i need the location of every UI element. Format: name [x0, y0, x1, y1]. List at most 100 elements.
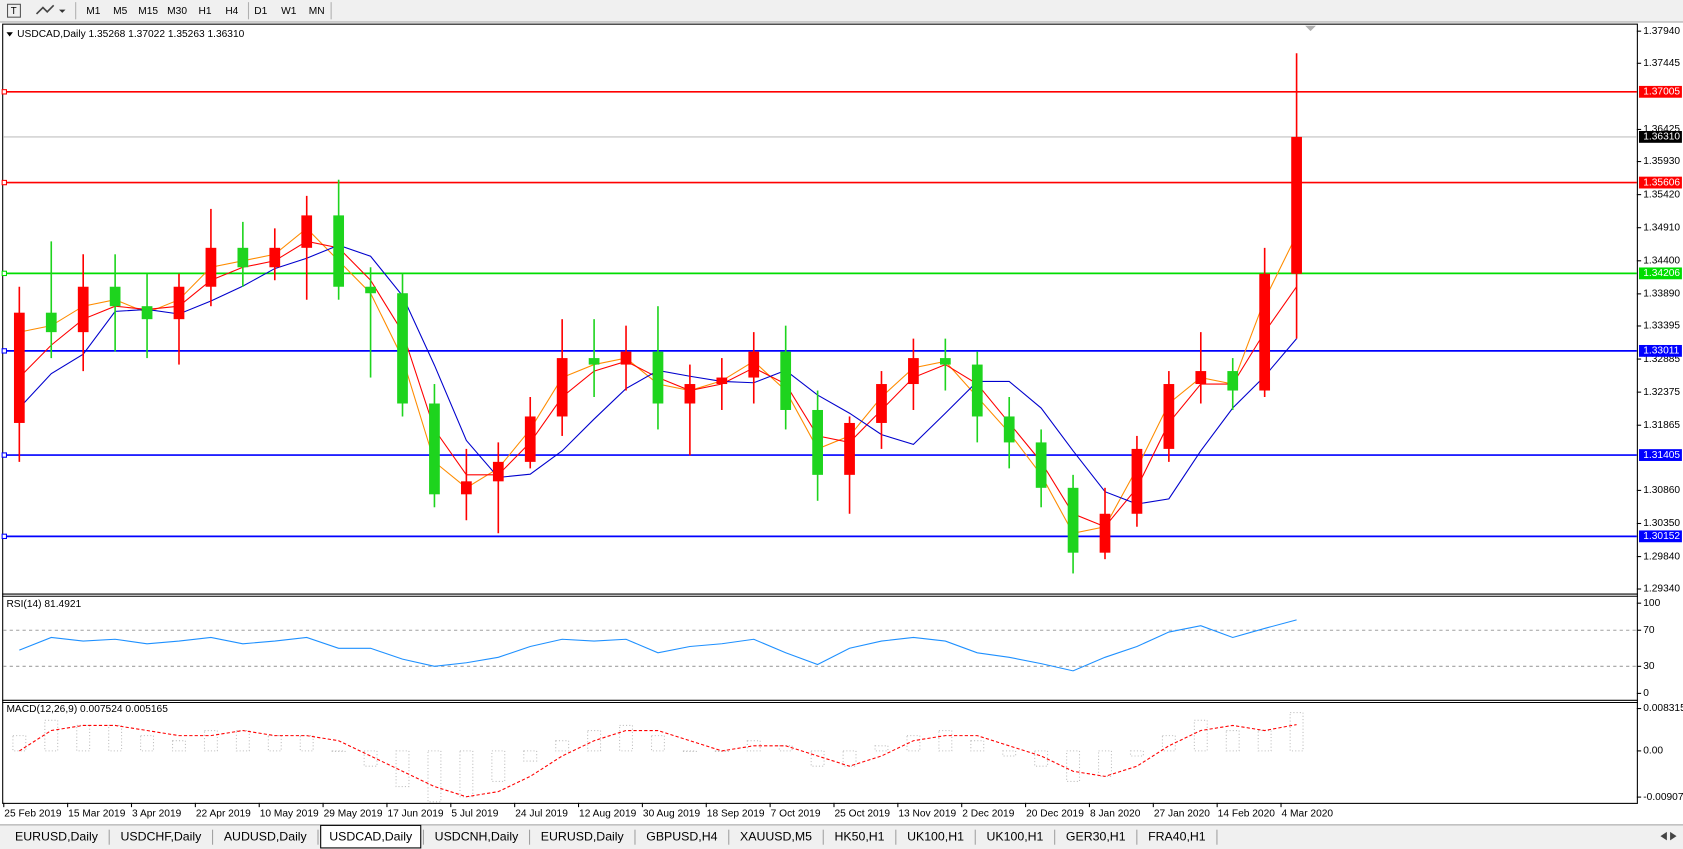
candle-body: [173, 286, 185, 320]
tab[interactable]: AUDUSD,Daily: [215, 827, 319, 847]
scroll-left[interactable]: [1660, 831, 1667, 841]
scroll-right[interactable]: [1670, 831, 1677, 841]
timeframe-button[interactable]: M1: [86, 6, 100, 17]
candle-body: [492, 461, 504, 482]
candle-body: [524, 416, 536, 462]
x-tick-label: 8 Jan 2020: [1090, 808, 1141, 819]
toolbar: [0, 0, 1683, 22]
tab[interactable]: EURUSD,Daily: [532, 827, 636, 847]
y-tick-label: 1.35420: [1643, 189, 1680, 200]
candle-body: [588, 358, 600, 365]
timeframe-button[interactable]: M15: [138, 6, 158, 17]
tab-label[interactable]: FRA40,H1: [1148, 829, 1206, 843]
candle-body: [397, 293, 408, 404]
tab-label[interactable]: XAUUSD,M5: [740, 829, 812, 843]
y-tick-label: 1.32885: [1643, 354, 1680, 365]
timeframe-bar: M1 M5 M15 M30 H1 H4 D1 W1 MN: [86, 6, 324, 17]
rsi-line: [19, 619, 1297, 672]
candle-body: [908, 358, 919, 385]
tab-label[interactable]: USDCHF,Daily: [120, 829, 202, 843]
macd-bar: [619, 724, 634, 752]
y-tick-label: 70: [1643, 625, 1655, 636]
tab-label[interactable]: UK100,H1: [907, 829, 964, 843]
candle-body: [365, 286, 376, 294]
timeframe-button[interactable]: M5: [113, 6, 127, 17]
tab-label[interactable]: USDCAD,Daily: [329, 829, 413, 843]
x-tick-label: 13 Nov 2019: [898, 808, 956, 819]
macd-bar: [203, 729, 218, 752]
y-tick-label: 1.34910: [1643, 222, 1680, 233]
tab[interactable]: USDCAD,Daily: [320, 824, 424, 849]
macd-bar: [491, 750, 506, 782]
tab-label[interactable]: AUDUSD,Daily: [224, 829, 308, 843]
rsi-title: RSI(14) 81.4921: [6, 599, 81, 610]
chart-title: USDCAD,Daily 1.35268 1.37022 1.35263 1.3…: [17, 29, 244, 40]
tab[interactable]: UK100,H1: [977, 827, 1056, 847]
candle-body: [1035, 442, 1047, 488]
cursor-icon[interactable]: [6, 3, 21, 18]
candle-body: [429, 403, 440, 495]
tab[interactable]: XAUUSD,M5: [731, 827, 824, 847]
timeframe-button[interactable]: W1: [281, 6, 297, 17]
level-label: 1.35606: [1643, 177, 1680, 188]
macd-bar: [1034, 750, 1049, 767]
macd-bar: [363, 750, 378, 767]
y-tick-label: 30: [1643, 661, 1655, 672]
y-tick-label: 1.29340: [1643, 584, 1680, 595]
timeframe-button[interactable]: MN: [309, 6, 325, 17]
tab[interactable]: EURUSD,Daily: [6, 827, 110, 847]
tab-background: [825, 827, 894, 847]
tab-background: [426, 827, 527, 847]
macd-bar: [810, 750, 825, 767]
x-tick-label: 18 Sep 2019: [707, 808, 765, 819]
macd-title: MACD(12,26,9) 0.007524 0.005165: [6, 704, 168, 715]
timeframe-button[interactable]: H1: [199, 6, 212, 17]
tab[interactable]: GBPUSD,H4: [637, 827, 730, 847]
tab-background: [532, 827, 633, 847]
tab-label[interactable]: UK100,H1: [987, 829, 1044, 843]
tab-label[interactable]: GER30,H1: [1066, 829, 1126, 843]
tab-background: [1139, 827, 1215, 847]
tab-label[interactable]: HK50,H1: [835, 829, 885, 843]
tab-label[interactable]: GBPUSD,H4: [646, 829, 717, 843]
tab-background: [1057, 827, 1135, 847]
level-handle: [1, 270, 7, 277]
timeframe-button[interactable]: D1: [254, 6, 267, 17]
candle-body: [77, 286, 89, 333]
tab-background: [637, 827, 727, 847]
tab-label[interactable]: USDCNH,Daily: [435, 829, 519, 843]
dropdown-icon[interactable]: [59, 9, 66, 13]
x-tick-label: 2 Dec 2019: [962, 808, 1014, 819]
tab[interactable]: USDCHF,Daily: [111, 827, 214, 847]
y-tick-label: 1.29840: [1643, 551, 1680, 562]
tab-background: [320, 824, 422, 849]
tab[interactable]: FRA40,H1: [1139, 827, 1218, 847]
tab[interactable]: UK100,H1: [898, 827, 976, 847]
candle-body: [205, 247, 217, 287]
level-label-box: [1638, 176, 1682, 189]
y-tick-label: 1.31865: [1643, 420, 1680, 431]
level-handle: [1, 452, 7, 458]
tab[interactable]: HK50,H1: [825, 827, 897, 847]
level-label: 1.33011: [1643, 346, 1679, 357]
level-handle: [1, 533, 7, 540]
macd-bar: [938, 729, 953, 752]
candle-body: [461, 481, 472, 495]
candle-body: [109, 286, 121, 307]
x-tick-label: 25 Feb 2019: [4, 808, 62, 819]
timeframe-button[interactable]: M30: [167, 6, 187, 17]
macd-bar: [12, 735, 27, 752]
tab[interactable]: USDCNH,Daily: [426, 827, 531, 847]
x-tick-label: 14 Feb 2020: [1218, 808, 1276, 819]
timeframe-button[interactable]: H4: [225, 6, 238, 17]
level-label-box: [1638, 344, 1682, 357]
draw-icon[interactable]: [35, 4, 55, 15]
tab-label[interactable]: EURUSD,Daily: [15, 829, 99, 843]
x-tick-label: 20 Dec 2019: [1026, 808, 1084, 819]
candle-body: [45, 312, 57, 333]
tab[interactable]: GER30,H1: [1057, 827, 1138, 847]
candle-body: [1067, 487, 1079, 553]
tab-label[interactable]: EURUSD,Daily: [541, 829, 625, 843]
